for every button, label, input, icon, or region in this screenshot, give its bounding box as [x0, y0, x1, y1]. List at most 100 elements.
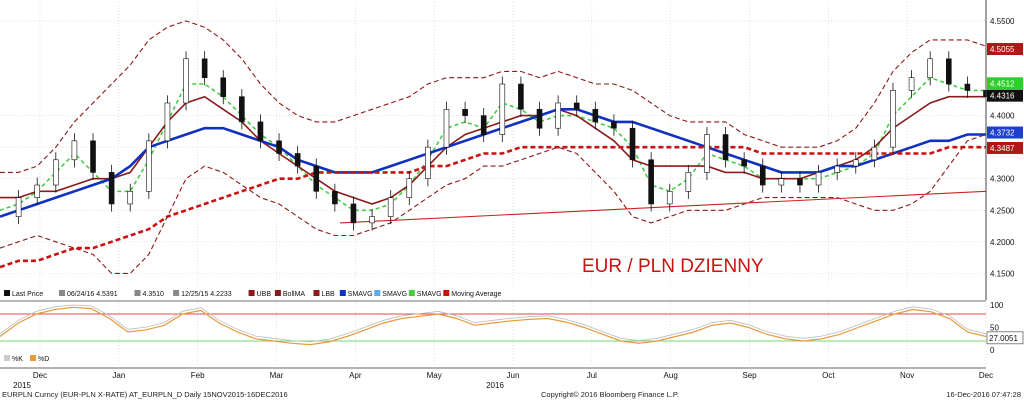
candle-body [71, 140, 78, 161]
candle-body [201, 58, 208, 79]
series-trendline [339, 190, 987, 224]
candle-body [387, 197, 394, 217]
legend-swatch [443, 290, 450, 296]
candle-body [425, 146, 431, 180]
candle-body [778, 178, 785, 186]
legend-label: UBB [257, 291, 272, 298]
osc-tag-label: 27.0051 [989, 334, 1018, 343]
price-tag-label: 4.5055 [990, 45, 1015, 54]
legend-label: Moving Average [451, 291, 501, 298]
price-tag-box [987, 43, 1023, 56]
osc-legend-swatch [30, 355, 36, 361]
y-tick-label: 4.2000 [990, 238, 1015, 247]
osc-tag-box [986, 331, 1024, 345]
price-tag-box [987, 89, 1023, 102]
legend-swatch [313, 290, 320, 296]
oscillator-panel: 100 50 0 27.0051 %K %D [0, 301, 1024, 363]
candle-body [704, 134, 710, 173]
price-tag-label: 4.3732 [990, 129, 1015, 138]
x-tick-label: Jan [112, 371, 125, 380]
candle-body [34, 184, 41, 198]
candle-body [90, 140, 96, 173]
candle-body [722, 134, 729, 161]
price-tags: 4.5055 4.4512 4.4316 4.3732 4.3487 [987, 43, 1023, 154]
price-tag-box [987, 141, 1023, 154]
candle-body [611, 121, 617, 129]
x-year-label: 2015 [13, 381, 31, 390]
candle-body [462, 108, 468, 116]
x-tick-label: Dec [33, 371, 47, 380]
x-tick-label: Apr [349, 371, 362, 380]
legend-label: 06/24/16 4.5391 [67, 291, 118, 298]
x-tick-label: Dec [979, 371, 993, 380]
legend-swatch [374, 290, 381, 296]
price-tag-label: 4.4316 [990, 92, 1015, 101]
candle-body [871, 146, 878, 161]
candle-body [852, 159, 859, 167]
candle-body [648, 159, 654, 205]
legend-label: SMAVG [348, 291, 373, 298]
candle-body [53, 159, 59, 186]
candle-body [759, 165, 766, 186]
candle-body [332, 191, 338, 205]
candle-body [164, 102, 171, 142]
legend-swatch [134, 290, 141, 296]
osc-tick-label: 100 [990, 301, 1004, 310]
y-tick-label: 4.3000 [990, 175, 1015, 184]
legend-swatch [339, 290, 346, 296]
chart-title: EUR / PLN DZIENNY [582, 256, 764, 277]
candle-body [239, 96, 245, 123]
y-tick-label: 4.4000 [990, 112, 1015, 121]
legend-swatch [408, 290, 415, 296]
candle-body [518, 83, 524, 110]
candle-body [183, 58, 189, 104]
footer-right: 16-Dec-2016 07:47:28 [946, 390, 1021, 399]
candle-body [536, 108, 543, 129]
osc-d-line [0, 306, 987, 346]
candle-body [685, 172, 692, 192]
series-lower-band [0, 133, 987, 274]
x-tick-label: Nov [900, 371, 914, 380]
candle-body [945, 58, 952, 85]
legend-swatch [59, 290, 65, 296]
x-tick-label: Aug [664, 371, 678, 380]
candle-body [220, 77, 227, 97]
candle-body [555, 102, 561, 129]
candle-body [592, 108, 599, 123]
osc-k-line [0, 304, 987, 343]
candle-body [666, 191, 673, 205]
candle-body [108, 172, 115, 205]
candle-body [313, 165, 320, 192]
candle-body [890, 90, 896, 148]
footer-left: EURPLN Curncy (EUR-PLN X-RATE) AT_EURPLN… [2, 390, 288, 399]
x-tick-label: Jul [587, 371, 597, 380]
y-tick-label: 4.2500 [990, 206, 1015, 215]
price-candles [15, 51, 989, 231]
main-series-layer [0, 20, 987, 274]
legend-swatch [173, 290, 180, 296]
candle-body [127, 191, 134, 205]
legend-label: LBB [322, 291, 336, 298]
legend-label: SMAVG [382, 291, 407, 298]
legend-label: 4.3510 [143, 291, 165, 298]
y-tick-label: 4.1500 [990, 269, 1015, 278]
legend-swatch [248, 290, 255, 296]
legend-label: BollMA [283, 291, 306, 298]
x-tick-label: May [427, 371, 442, 380]
series-upper-band [0, 20, 987, 173]
legend-label: SMAVG [417, 291, 442, 298]
candle-body [406, 178, 413, 198]
candle-body [797, 178, 803, 186]
series-sma-fast [0, 76, 986, 212]
x-tick-label: Oct [822, 371, 835, 380]
legend-label: 12/25/15 4.2233 [181, 291, 232, 298]
candle-body [741, 159, 747, 167]
osc-legend-swatch [4, 355, 10, 361]
price-tag-box [987, 77, 1023, 90]
legend-swatch [4, 290, 10, 296]
series-moving-avg [0, 145, 986, 269]
candle-body [927, 58, 933, 79]
candle-body [443, 108, 450, 148]
legend-label: Last Price [12, 291, 43, 298]
